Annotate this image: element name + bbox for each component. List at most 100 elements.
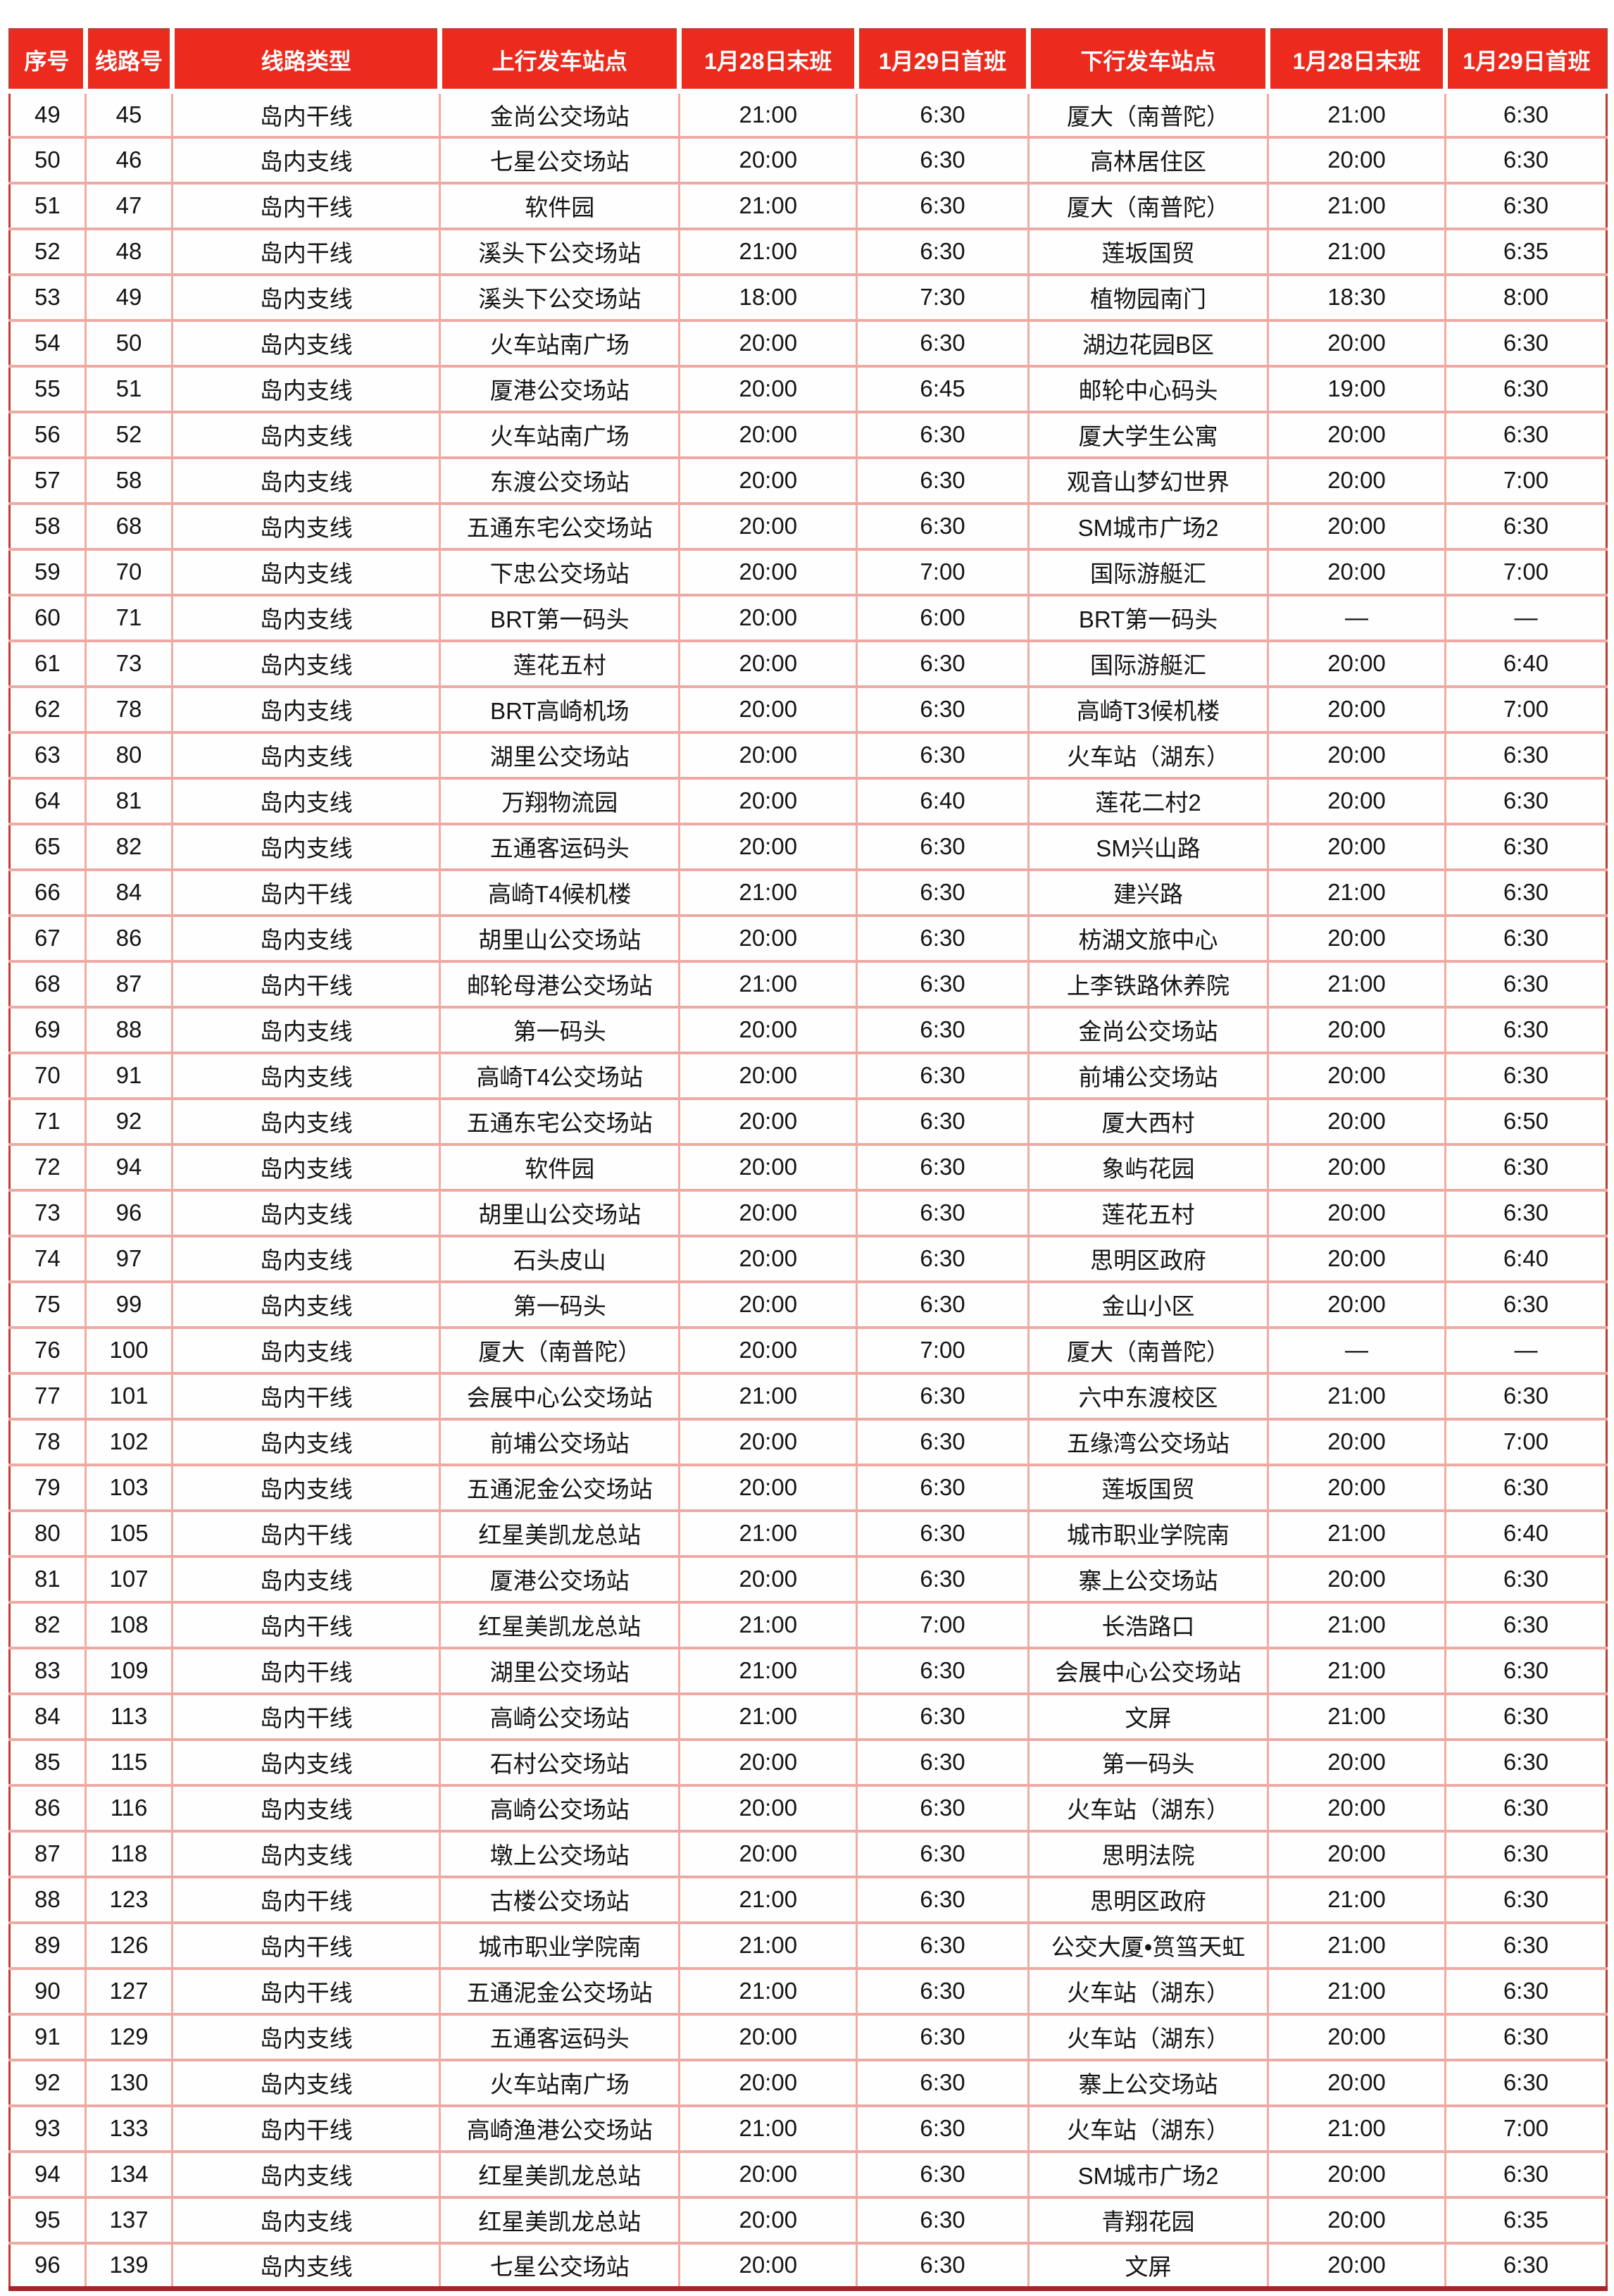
table-body: 49 45 岛内干线 金尚公交场站 21:00 6:30 厦大（南普陀） 21:00 6:30 5… (9, 91, 1607, 2289)
table-row: 60 71 岛内支线 BRT第一码头 20:00 6:00 BRT第一码头 — — (9, 594, 1607, 642)
cell-line-type: 岛内干线 (172, 182, 442, 230)
table-row: 64 81 岛内支线 万翔物流园 20:00 6:40 莲花二村2 20:00 6:30 (9, 778, 1607, 825)
cell-jan29-first-2: 6:30 (1445, 91, 1607, 139)
cell-serial: 60 (9, 594, 87, 642)
cell-jan29-first: 7:00 (856, 1327, 1030, 1375)
cell-jan29-first-2: — (1445, 594, 1607, 642)
cell-line-no: 46 (85, 137, 174, 185)
cell-line-type: 岛内干线 (172, 1693, 442, 1741)
table-row: 72 94 岛内支线 软件园 20:00 6:30 象屿花园 20:00 6:30 (9, 1144, 1607, 1192)
cell-serial: 58 (9, 503, 87, 551)
cell-jan29-first: 6:30 (856, 1418, 1030, 1466)
cell-jan28-last-2: 20:00 (1268, 1739, 1446, 1787)
table-row: 61 73 岛内支线 莲花五村 20:00 6:30 国际游艇汇 20:00 6:40 (9, 640, 1607, 688)
cell-down-station: 厦大（南普陀） (1028, 91, 1270, 139)
cell-jan28-last: 20:00 (679, 2197, 858, 2245)
cell-down-station: 文屏 (1028, 2242, 1270, 2289)
cell-serial: 83 (9, 1647, 87, 1695)
cell-jan28-last-2: 20:00 (1268, 778, 1446, 825)
table-row: 95 137 岛内支线 红星美凯龙总站 20:00 6:30 青翔花园 20:00 6:35 (9, 2197, 1607, 2245)
cell-jan29-first-2: 7:00 (1445, 1418, 1607, 1466)
cell-jan29-first: 6:30 (856, 457, 1030, 505)
cell-jan29-first-2: 6:30 (1445, 1006, 1607, 1054)
cell-serial: 72 (9, 1144, 87, 1192)
cell-jan29-first-2: 6:30 (1445, 1876, 1607, 1924)
cell-jan28-last-2: 20:00 (1268, 411, 1446, 459)
column-header-0: 序号 (9, 29, 88, 94)
table-row: 66 84 岛内干线 高崎T4候机楼 21:00 6:30 建兴路 21:00 6:30 (9, 869, 1607, 917)
cell-line-no: 96 (85, 1190, 174, 1237)
cell-jan28-last: 20:00 (679, 457, 858, 505)
cell-line-type: 岛内支线 (172, 1785, 442, 1833)
cell-jan28-last: 21:00 (679, 1510, 858, 1558)
cell-jan29-first-2: 6:30 (1445, 1647, 1607, 1695)
cell-jan28-last: 20:00 (679, 915, 858, 963)
cell-line-type: 岛内支线 (172, 549, 442, 597)
cell-jan29-first-2: 6:30 (1503, 2252, 1549, 2278)
cell-jan29-first-2: 6:30 (1445, 1373, 1607, 1421)
cell-line-type: 岛内支线 (172, 915, 442, 963)
cell-jan29-first: 6:30 (856, 137, 1030, 185)
cell-line-type: 岛内支线 (172, 457, 442, 505)
cell-line-type: 岛内支线 (172, 1144, 442, 1192)
cell-jan29-first: 6:30 (856, 1144, 1030, 1192)
cell-line-type: 岛内支线 (172, 1052, 442, 1100)
cell-jan28-last-2: 20:00 (1268, 457, 1446, 505)
cell-jan29-first-2: 6:30 (1445, 1693, 1607, 1741)
cell-down-station: 第一码头 (1028, 1739, 1270, 1787)
cell-jan28-last-2: 21:00 (1268, 1922, 1446, 1970)
cell-jan29-first: 6:30 (856, 320, 1030, 368)
cell-down-station: 厦大学生公寓 (1028, 411, 1270, 459)
cell-jan28-last-2: 21:00 (1268, 91, 1446, 139)
cell-line-no: 71 (85, 594, 174, 642)
table-row: 76 100 岛内支线 厦大（南普陀） 20:00 7:00 厦大（南普陀） — — (9, 1327, 1607, 1375)
table-row: 74 97 岛内支线 石头皮山 20:00 6:30 思明区政府 20:00 6:40 (9, 1235, 1607, 1283)
cell-jan29-first: 6:30 (856, 1510, 1030, 1558)
cell-jan29-first-2: 6:30 (1445, 2151, 1607, 2199)
cell-jan29-first-2: 6:30 (1445, 915, 1607, 963)
cell-jan29-first-2: 6:30 (1445, 961, 1607, 1009)
table-row: 85 115 岛内支线 石村公交场站 20:00 6:30 第一码头 20:00 6:30 (9, 1739, 1607, 1787)
cell-jan29-first: 6:30 (856, 1373, 1030, 1421)
cell-jan29-first: 6:30 (856, 91, 1030, 139)
cell-jan28-last-2: 20:00 (1268, 1006, 1446, 1054)
column-header-7: 1月28日末班 (1268, 29, 1448, 94)
cell-line-no: 73 (85, 640, 174, 688)
cell-jan28-last-2: 20:00 (1268, 732, 1446, 780)
table-row: 52 48 岛内干线 溪头下公交场站 21:00 6:30 莲坂国贸 21:00 6:35 (9, 228, 1607, 276)
cell-up-station: 火车站南广场 (439, 2059, 681, 2107)
cell-jan28-last: 20:00 (679, 1418, 858, 1466)
cell-line-no: 87 (85, 961, 174, 1009)
cell-serial: 84 (9, 1693, 87, 1741)
cell-jan29-first: 6:30 (856, 2151, 1030, 2199)
cell-jan29-first-2: 6:30 (1445, 366, 1607, 413)
cell-up-station: 五通客运码头 (439, 2014, 681, 2061)
cell-jan28-last-2: 20:00 (1268, 2151, 1446, 2199)
cell-jan28-last: 20:00 (679, 778, 858, 825)
cell-up-station: 会展中心公交场站 (439, 1373, 681, 1421)
cell-jan28-last: 20:00 (679, 686, 858, 734)
cell-jan29-first-2: 6:30 (1445, 2059, 1607, 2107)
cell-jan28-last: 20:00 (679, 2242, 858, 2289)
cell-line-type: 岛内支线 (172, 1830, 442, 1878)
cell-jan28-last: 20:00 (679, 1098, 858, 1146)
cell-line-type: 岛内支线 (172, 823, 442, 871)
cell-up-station: 五通泥金公交场站 (439, 1464, 681, 1512)
cell-serial: 86 (9, 1785, 87, 1833)
cell-up-station: 城市职业学院南 (439, 1922, 681, 1970)
cell-line-no: 102 (85, 1418, 174, 1466)
cell-jan29-first-2: 6:30 (1445, 1281, 1607, 1329)
cell-down-station: 莲花五村 (1028, 1190, 1270, 1237)
cell-line-no: 137 (85, 2197, 174, 2245)
cell-up-station: 金尚公交场站 (439, 91, 681, 139)
cell-up-station: 万翔物流园 (439, 778, 681, 825)
cell-line-no: 99 (85, 1281, 174, 1329)
cell-jan28-last: 18:00 (679, 274, 858, 322)
cell-jan28-last-2: 20:00 (1268, 2197, 1446, 2245)
cell-up-station: 红星美凯龙总站 (439, 2197, 681, 2245)
table-row: 88 123 岛内干线 古楼公交场站 21:00 6:30 思明区政府 21:00 6:30 (9, 1876, 1607, 1924)
cell-down-station: 建兴路 (1028, 869, 1270, 917)
cell-line-type: 岛内干线 (172, 1647, 442, 1695)
cell-line-no: 51 (85, 366, 174, 413)
cell-up-station: 墩上公交场站 (439, 1830, 681, 1878)
